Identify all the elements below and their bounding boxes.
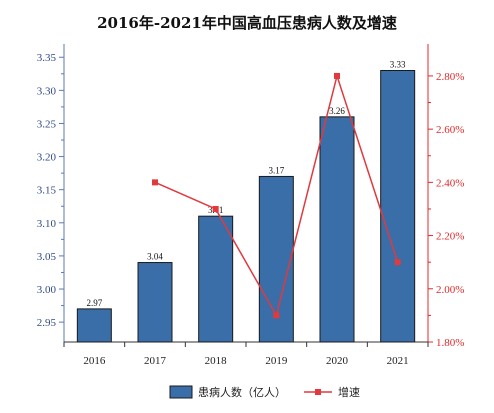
chart-title: 2016年-2021年中国高血压患病人数及增速 <box>97 14 397 32</box>
x-tick-label: 2019 <box>265 355 288 367</box>
legend-bar-swatch <box>169 385 193 399</box>
growth-marker <box>334 72 340 79</box>
bar-value-label: 3.33 <box>390 59 406 69</box>
growth-line <box>152 72 401 319</box>
bar-value-label: 3.04 <box>147 252 163 262</box>
growth-marker <box>273 312 280 319</box>
bar <box>198 215 234 343</box>
x-tick-label: 2017 <box>144 355 167 367</box>
x-tick-label: 2016 <box>83 355 106 367</box>
bar <box>76 308 112 343</box>
legend-line-marker <box>315 389 321 395</box>
bars: 2.973.043.113.173.263.33 <box>76 59 416 343</box>
bar <box>137 262 173 343</box>
x-tick-label: 2018 <box>205 355 228 367</box>
left-tick-label: 3.00 <box>37 284 57 296</box>
axes: 2.95 3.00 3.05 3.10 3.15 3.20 3.25 3.30 3.35 1.80… <box>37 44 464 367</box>
left-tick-label: 2.95 <box>37 317 57 329</box>
left-tick-label: 3.05 <box>37 251 57 263</box>
bar-value-label: 3.17 <box>268 165 284 175</box>
legend-line-label: 增速 <box>338 385 360 399</box>
left-tick-label: 3.35 <box>37 52 57 64</box>
right-tick-label: 2.80% <box>436 71 464 83</box>
left-tick-label: 3.20 <box>37 152 57 164</box>
growth-marker <box>212 205 219 212</box>
right-tick-label: 2.20% <box>436 231 464 243</box>
left-tick-label: 3.10 <box>37 218 57 230</box>
growth-marker <box>394 259 401 266</box>
legend-bar-label: 患病人数（亿人） <box>198 385 286 399</box>
bar-value-label: 2.97 <box>86 298 102 308</box>
right-tick-label: 2.40% <box>436 177 464 189</box>
legend: 患病人数（亿人） 增速 <box>169 385 360 399</box>
right-tick-label: 2.00% <box>436 284 464 296</box>
left-tick-label: 3.30 <box>37 85 57 97</box>
right-tick-label: 1.80% <box>436 337 464 349</box>
bar <box>319 116 355 343</box>
x-tick-label: 2021 <box>387 355 409 367</box>
growth-marker <box>152 179 158 186</box>
left-tick-label: 3.25 <box>37 118 57 130</box>
bar-value-label: 3.26 <box>329 106 345 116</box>
right-tick-label: 2.60% <box>436 124 464 136</box>
left-tick-label: 3.15 <box>37 185 57 197</box>
x-tick-label: 2020 <box>326 355 349 367</box>
bar <box>380 69 416 343</box>
